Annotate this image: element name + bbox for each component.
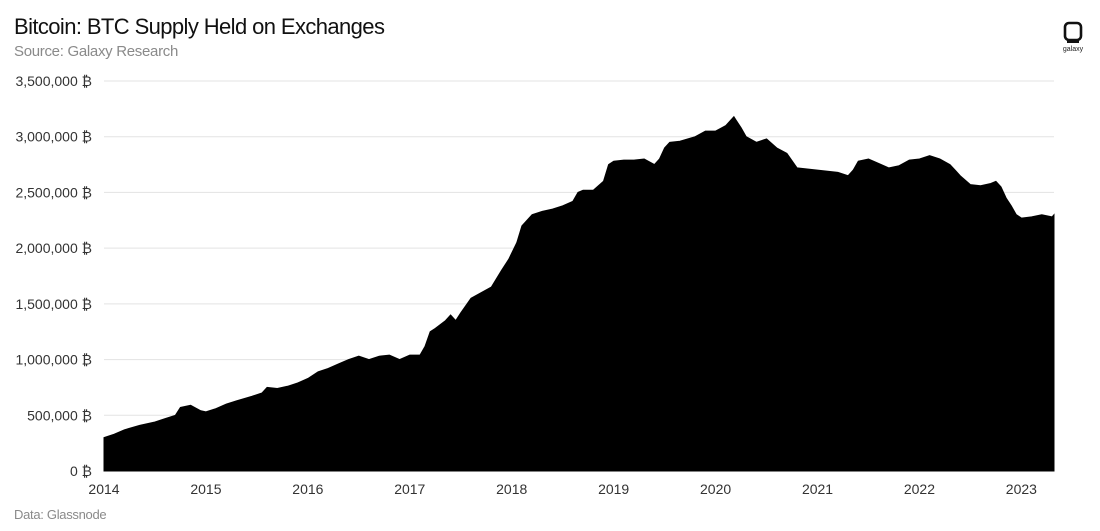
x-tick-label: 2019 (598, 481, 629, 497)
y-tick-label: 1,500,000 ₿ (15, 296, 92, 312)
data-layer (103, 115, 1055, 472)
y-tick-label: 2,500,000 ₿ (15, 184, 92, 200)
galaxy-logo: galaxy (1056, 20, 1090, 58)
y-tick-label: 500,000 ₿ (27, 407, 92, 423)
x-tick-label: 2023 (1006, 481, 1037, 497)
y-tick-label: 2,000,000 ₿ (15, 240, 92, 256)
data-source-note: Data: Glassnode (14, 507, 107, 522)
x-tick-label: 2022 (904, 481, 935, 497)
x-tick-label: 2020 (700, 481, 731, 497)
chart-subtitle: Source: Galaxy Research (14, 43, 179, 60)
x-axis-ticks: 2014 2015 2016 2017 2018 2019 2020 2021 2022 2023 (88, 481, 1037, 497)
y-tick-label: 3,500,000 ₿ (15, 73, 92, 89)
x-tick-label: 2016 (292, 481, 323, 497)
chart-title: Bitcoin: BTC Supply Held on Exchanges (14, 14, 385, 39)
y-tick-label: 3,000,000 ₿ (15, 129, 92, 145)
x-tick-label: 2021 (802, 481, 833, 497)
y-tick-label: 1,000,000 ₿ (15, 352, 92, 368)
galaxy-logo-icon (1063, 21, 1083, 43)
y-axis-ticks: 0 ₿ 500,000 ₿ 1,000,000 ₿ 1,500,000 ₿ 2,000,… (15, 73, 92, 479)
exchange-supply-area (103, 115, 1055, 472)
x-tick-label: 2015 (190, 481, 221, 497)
x-tick-label: 2014 (88, 481, 119, 497)
x-tick-label: 2018 (496, 481, 527, 497)
x-tick-label: 2017 (394, 481, 425, 497)
y-tick-label: 0 ₿ (70, 463, 92, 479)
logo-wordmark: galaxy (1062, 46, 1084, 53)
